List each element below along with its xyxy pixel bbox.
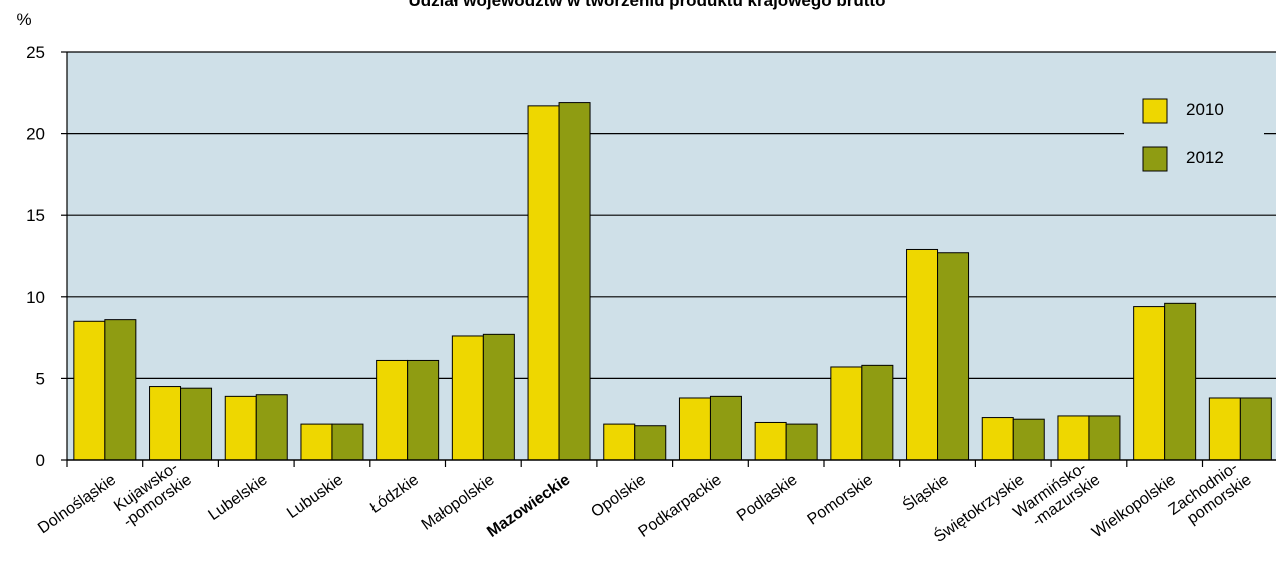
bar-2010 [451, 335, 484, 461]
x-category-label: Dolnośląskie [35, 471, 119, 537]
axes [66, 52, 1276, 467]
bar-2012 [180, 387, 213, 461]
y-axis-ticks: 0 5 10 15 20 25 [26, 43, 67, 470]
bar-2012 [1239, 397, 1272, 461]
bar-2010 [527, 105, 560, 461]
x-category-label: Wielkopolskie [1089, 471, 1179, 541]
x-category-label: Małopolskie [419, 471, 498, 533]
chart-title: Udział województw w tworzeniu produktu k… [409, 0, 886, 10]
bar-2012 [937, 252, 970, 461]
bar-2010 [300, 423, 333, 461]
bar-2012 [861, 364, 894, 461]
bar-2012 [1088, 415, 1121, 461]
bar-2010 [1057, 415, 1090, 461]
bar-2010 [906, 248, 939, 461]
bar-2012 [482, 333, 515, 461]
y-tick-label: 0 [36, 451, 45, 470]
bar-2012 [104, 319, 137, 461]
x-category-label: Lubuskie [284, 471, 346, 522]
bar-2010 [981, 417, 1014, 461]
bar-2012 [785, 423, 818, 461]
x-category-label: Podkarpackie [636, 471, 725, 541]
bar-2010 [224, 395, 257, 461]
x-category-label: Opolskie [588, 471, 649, 521]
bar-2010 [1208, 397, 1241, 461]
bar-2010 [149, 386, 182, 461]
y-axis-unit-label: % [16, 10, 31, 29]
x-category-label: Kujawsko--pomorskie [110, 457, 195, 531]
bar-2010 [754, 421, 787, 461]
bar-2012 [1164, 302, 1197, 461]
gridlines [67, 51, 1276, 379]
legend-swatch-2010 [1142, 98, 1168, 124]
x-category-label: Mazowieckie [484, 471, 573, 541]
legend: 2010 2012 [1124, 84, 1264, 196]
x-category-label: Pomorskie [804, 471, 876, 528]
y-tick-label: 5 [36, 369, 45, 388]
bar-2010 [73, 320, 106, 461]
x-category-label: Zachodnio-pomorskie [1166, 457, 1255, 534]
bar-2012 [709, 395, 742, 461]
y-tick-label: 15 [26, 206, 45, 225]
x-category-label: Podlaskie [734, 471, 801, 525]
bar-2010 [603, 423, 636, 461]
plot-area [67, 52, 1276, 460]
legend-label-2010: 2010 [1186, 100, 1224, 119]
bar-2012 [1012, 418, 1045, 461]
x-category-label: Śląskie [899, 470, 952, 515]
bar-2010 [1133, 306, 1166, 461]
y-tick-label: 10 [26, 288, 45, 307]
bar-2010 [376, 359, 409, 461]
bar-2012 [331, 423, 364, 461]
bar-2012 [255, 394, 288, 461]
bar-2012 [558, 102, 591, 461]
bar-2010 [678, 397, 711, 461]
x-category-label: Łódzkie [367, 471, 422, 517]
bar-2010 [830, 366, 863, 461]
legend-label-2012: 2012 [1186, 148, 1224, 167]
y-tick-label: 20 [26, 125, 45, 144]
x-category-label: Lubelskie [205, 471, 270, 524]
y-tick-label: 25 [26, 43, 45, 62]
x-category-label: Warmińsko--mazurskie [1010, 457, 1103, 537]
bar-2012 [407, 359, 440, 461]
legend-swatch-2012 [1142, 146, 1168, 172]
bar-2012 [634, 425, 667, 461]
